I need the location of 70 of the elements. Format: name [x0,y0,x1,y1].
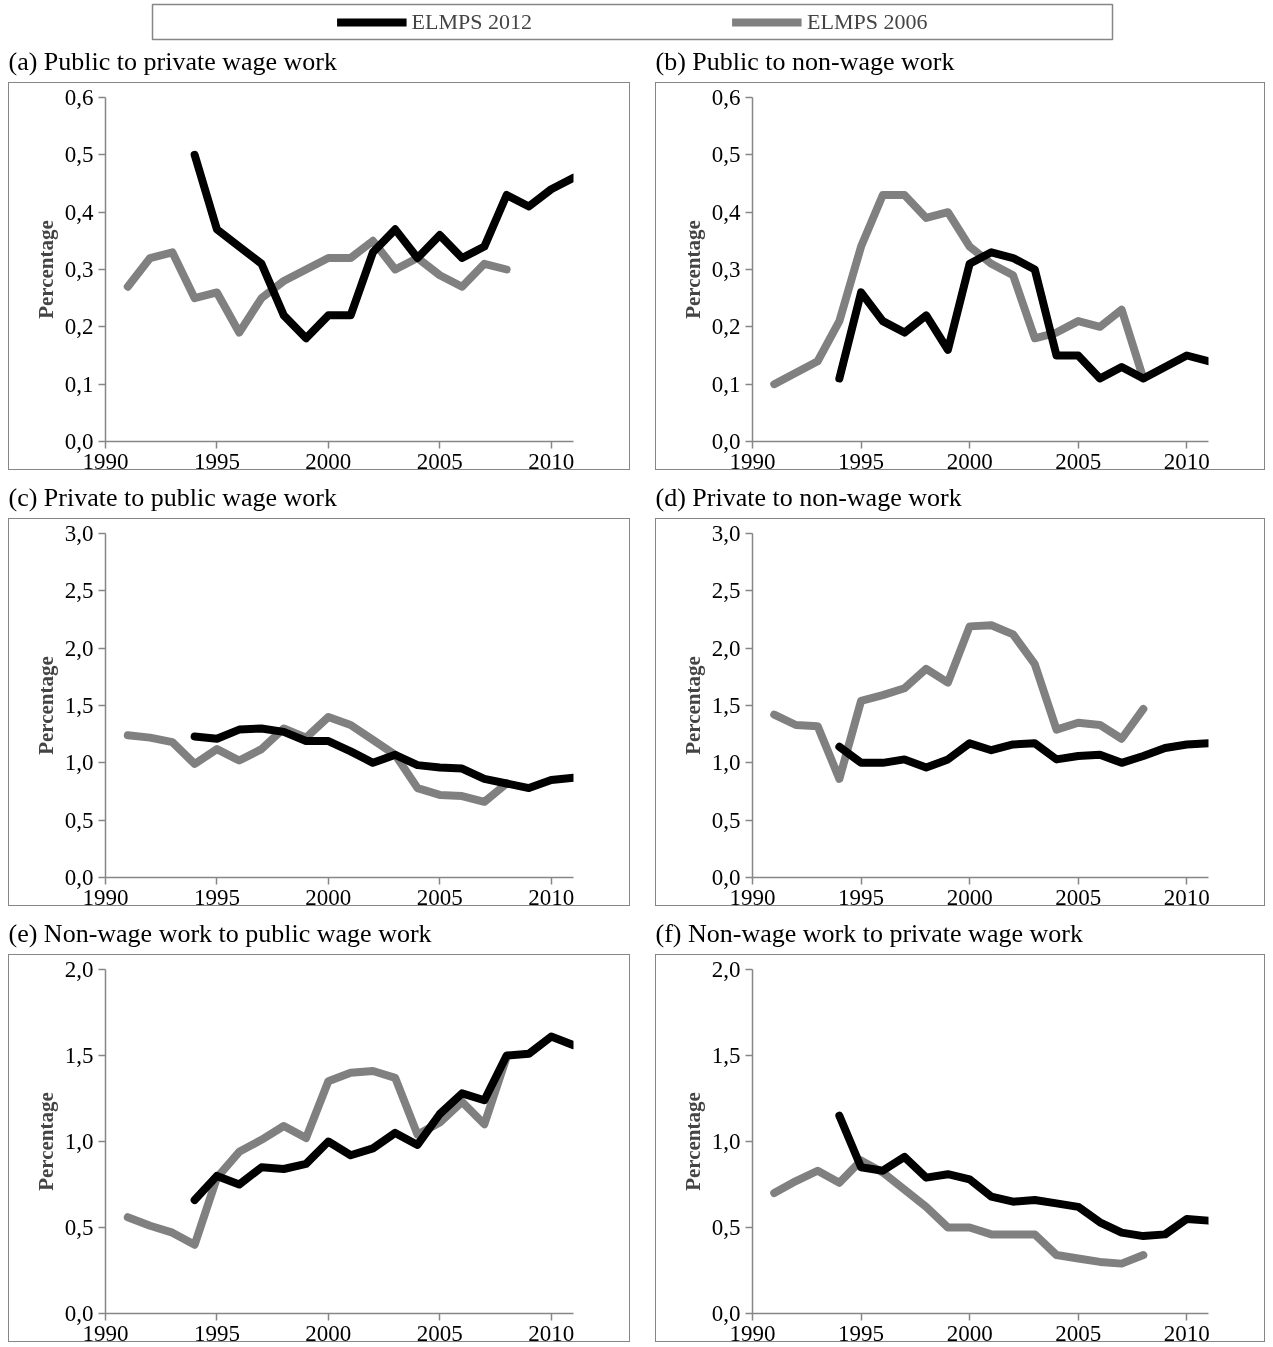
y-tick-label: 1,0 [711,1129,741,1154]
y-tick-label: 0,3 [64,257,94,282]
x-tick-label: 1995 [193,884,240,910]
y-tick-label: 0,6 [64,85,94,110]
y-tick-label: 2,0 [711,957,741,982]
y-axis-title: Percentage [680,1092,705,1191]
chart-title: (f) Non-wage work to private wage work [655,918,1083,948]
legend-label: ELMPS 2006 [807,8,928,35]
y-tick-label: 0,4 [64,199,94,225]
x-tick-label: 2010 [528,1320,575,1346]
y-tick-label: 1,0 [64,750,94,776]
x-tick-label: 1995 [838,448,885,474]
y-tick-label: 2,0 [64,635,94,661]
chart-title: (c) Private to public wage work [8,482,338,512]
x-tick-label: 1995 [193,448,240,474]
y-axis-title: Percentage [33,220,58,319]
y-tick-label: 1,5 [64,1043,94,1068]
y-tick-label: 0,3 [711,257,741,282]
y-tick-label: 0,2 [711,314,741,340]
x-tick-label: 2005 [1055,1320,1102,1346]
y-tick-label: 1,5 [711,1043,741,1068]
x-tick-label: 2005 [416,448,463,474]
y-tick-label: 0,5 [64,1215,94,1240]
y-tick-label: 1,0 [711,750,741,776]
y-axis-title: Percentage [680,656,705,755]
x-tick-label: 2000 [305,1320,352,1346]
chart-title: (a) Public to private wage work [8,46,338,76]
x-tick-label: 2000 [946,884,993,910]
x-tick-label: 2005 [416,884,463,910]
y-tick-label: 1,5 [64,693,94,718]
y-tick-label: 1,0 [64,1129,94,1154]
legend-label: ELMPS 2012 [411,8,532,35]
y-axis-title: Percentage [33,1092,58,1191]
x-tick-label: 2005 [1055,448,1102,474]
y-tick-label: 2,5 [711,578,741,604]
y-tick-label: 3,0 [64,521,94,546]
chart-title: (e) Non-wage work to public wage work [8,918,432,948]
y-tick-label: 2,5 [64,578,94,604]
y-tick-label: 0,5 [64,807,94,833]
y-tick-label: 0,5 [711,807,741,833]
y-tick-label: 0,5 [711,142,741,168]
x-tick-label: 2010 [1163,1320,1210,1346]
y-tick-label: 0,1 [64,371,94,397]
x-tick-label: 2005 [1055,884,1102,910]
y-tick-label: 0,4 [711,199,741,225]
y-tick-label: 2,0 [64,957,94,982]
y-tick-label: 0,6 [711,85,741,110]
x-tick-label: 2000 [946,448,993,474]
chart-title: (b) Public to non-wage work [655,46,955,76]
y-tick-label: 1,5 [711,693,741,718]
x-tick-label: 2000 [305,448,352,474]
x-tick-label: 2000 [305,884,352,910]
chart-title: (d) Private to non-wage work [655,482,962,512]
y-tick-label: 0,1 [711,371,741,397]
x-tick-label: 1995 [193,1320,240,1346]
y-tick-label: 2,0 [711,635,741,661]
y-tick-label: 0,2 [64,314,94,340]
x-tick-label: 1995 [838,884,885,910]
y-tick-label: 0,5 [711,1215,741,1240]
x-tick-label: 1995 [838,1320,885,1346]
y-axis-title: Percentage [680,220,705,319]
y-tick-label: 0,5 [64,142,94,168]
y-axis-title: Percentage [33,656,58,755]
x-tick-label: 2010 [528,448,575,474]
x-tick-label: 2010 [528,884,575,910]
x-tick-label: 2010 [1163,448,1210,474]
x-tick-label: 2010 [1163,884,1210,910]
y-tick-label: 3,0 [711,521,741,546]
x-tick-label: 2000 [946,1320,993,1346]
x-tick-label: 2005 [416,1320,463,1346]
